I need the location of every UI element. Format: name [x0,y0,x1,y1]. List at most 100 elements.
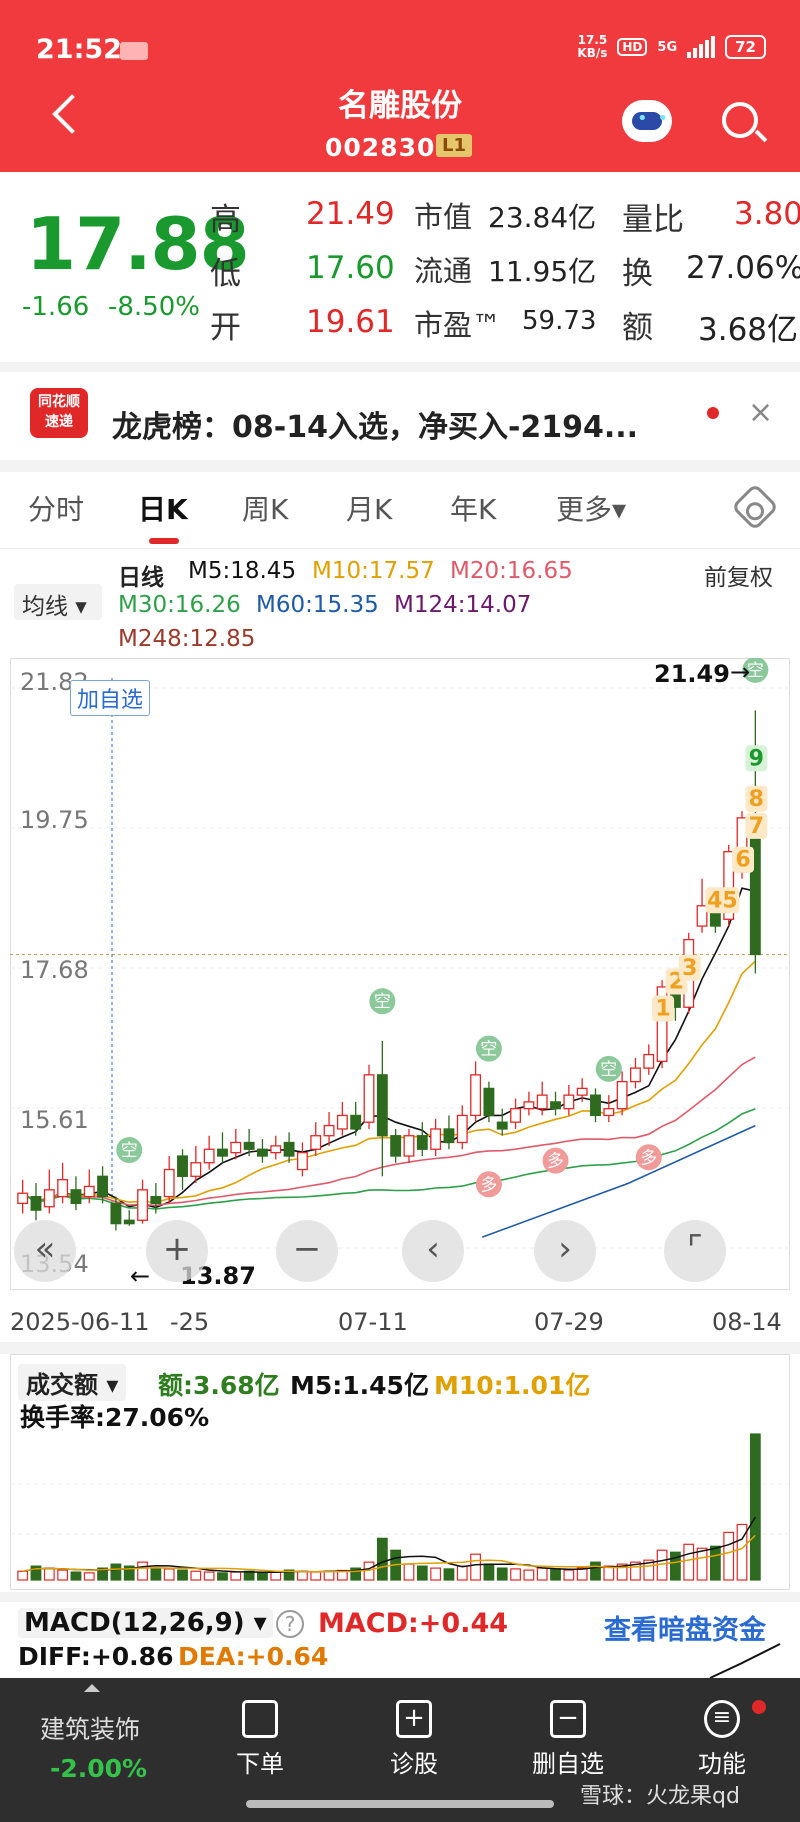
sell-signal-icon [595,1055,622,1082]
candle [376,1074,388,1137]
candle [523,1101,535,1110]
volume-bar [350,1567,362,1581]
td-sequence-badge [745,745,768,772]
x-axis-label: -25 [170,1308,210,1336]
level-badge[interactable]: L1 [436,134,472,157]
volume-bar [696,1547,708,1581]
volume-bar [550,1568,561,1581]
candle [323,1124,335,1137]
menu-icon: ≡ [704,1700,740,1738]
search-icon[interactable] [722,102,758,138]
volume-chart-area[interactable] [10,1354,790,1590]
mcap-value: 23.84亿 [488,201,597,234]
ma20-line [22,1056,756,1207]
help-icon[interactable]: ? [276,1610,304,1638]
news-headline[interactable]: 龙虎榜：08-14入选，净买入-2194... [112,410,639,445]
expand-icon[interactable] [84,1684,100,1692]
chevron-right-icon[interactable]: › [534,1220,596,1282]
price-change: -1.66 [22,292,90,322]
candle [110,1202,122,1225]
volume-bar [323,1570,335,1581]
remove-watchlist-button[interactable]: − 删自选 [508,1700,628,1779]
chevron-left-icon[interactable]: ‹ [402,1220,464,1282]
sector-name[interactable]: 建筑装饰 [40,1715,141,1744]
price-change-pct: -8.50% [108,292,200,322]
diagnose-button[interactable]: + 诊股 [354,1700,474,1779]
kline-label: 日线 [118,565,164,591]
fuquan-toggle[interactable]: 前复权 [704,565,773,591]
volume-selector[interactable]: 成交额 ▾ [18,1364,127,1401]
volume-bar [190,1570,202,1581]
tab-weekly-k[interactable]: 周K [242,493,289,526]
candle [83,1185,95,1198]
td-sequence-label: 1 [655,997,670,1022]
tab-daily-k[interactable]: 日K [138,493,188,526]
divider [0,1592,800,1602]
volume-bar [523,1569,535,1581]
turnover-label: 换 [622,256,653,292]
fullscreen-icon[interactable]: ⌜ [664,1220,726,1282]
home-indicator[interactable] [246,1800,554,1808]
kline-chart-area[interactable] [10,658,790,1290]
close-icon[interactable]: × [748,395,774,430]
rewind-icon[interactable]: « [14,1220,76,1282]
order-button[interactable]: 下单 [200,1700,320,1779]
buy-signal-label: 多 [640,1148,657,1168]
volume-bar [137,1561,148,1581]
candle [296,1151,308,1171]
volume-bar [536,1567,548,1581]
candle [643,1053,655,1069]
pe-value: 59.73 [522,306,597,336]
candle [57,1179,69,1198]
tab-yearly-k[interactable]: 年K [450,493,497,526]
volume-bar [563,1569,575,1581]
tab-monthly-k[interactable]: 月K [346,493,393,526]
volume-bar [43,1567,55,1581]
candle [336,1114,348,1130]
td-sequence-badge [705,887,740,914]
macd-selector[interactable]: MACD(12,26,9) ▾ [18,1608,273,1638]
volume-bar [30,1565,42,1581]
ma-selector[interactable]: 均线 ▾ [14,584,102,620]
float-label: 流通 [414,254,473,288]
float-value: 11.95亿 [488,255,597,288]
minus-box-icon: − [550,1700,586,1738]
candle [390,1135,402,1157]
td-sequence-badge [745,785,768,812]
volume-bar [456,1565,468,1581]
volume-bar [110,1563,122,1581]
td-sequence-badge [652,995,675,1022]
divider [0,460,800,472]
volume-ma5-line [22,1516,756,1573]
candle [203,1148,215,1164]
watermark: 雪球：火龙果qd [580,1784,740,1809]
volume-bar [496,1567,508,1581]
x-axis-label: 07-11 [338,1308,408,1336]
sell-signal-label: 空 [374,992,391,1012]
zoom-out-icon[interactable]: − [276,1220,338,1282]
tab-intraday[interactable]: 分时 [28,493,85,526]
td-sequence-label: 7 [749,814,764,839]
assistant-robot-icon[interactable] [622,100,672,142]
dark-pool-link[interactable]: 查看暗盘资金 [604,1615,766,1646]
settings-icon[interactable] [730,482,780,532]
candle [270,1145,282,1154]
sell-signal-label: 空 [121,1141,138,1161]
candle [576,1087,588,1096]
add-watchlist-tag[interactable]: 加自选 [70,680,151,716]
buy-signal-icon [542,1147,569,1174]
volume-bar [217,1572,228,1581]
candle [696,905,708,927]
candle [363,1074,375,1123]
zoom-in-icon[interactable]: + [146,1220,208,1282]
ma30-value: M30:16.26 [118,592,241,618]
volume-bar [749,1433,761,1581]
status-icons: 17.5 KB/s HD 5G 72 [577,34,766,60]
volume-m5: M5:1.45亿 [290,1371,429,1400]
tab-more[interactable]: 更多▾ [556,493,627,526]
status-time: 21:52 [36,34,122,65]
volume-bar [736,1523,748,1581]
candle [150,1195,162,1205]
function-button[interactable]: ≡ 功能 [662,1700,782,1779]
signal-icon [687,36,716,58]
